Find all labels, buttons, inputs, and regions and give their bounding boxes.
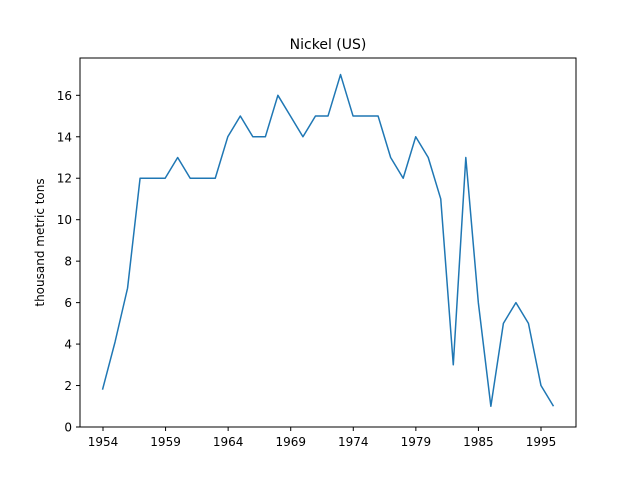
x-tick-label: 1985 (463, 435, 494, 449)
y-axis: 0 2 4 6 8 10 12 14 16 (57, 89, 80, 435)
x-tick-label: 1969 (275, 435, 306, 449)
y-tick-label: 2 (64, 379, 72, 393)
x-tick-label: 1954 (88, 435, 119, 449)
y-tick-label: 10 (57, 213, 72, 227)
x-tick-label: 1974 (338, 435, 369, 449)
y-axis-label: thousand metric tons (33, 178, 47, 306)
x-tick-label: 1995 (526, 435, 557, 449)
y-tick-label: 0 (64, 421, 72, 435)
plot-frame (79, 57, 577, 428)
x-tick-label: 1959 (150, 435, 181, 449)
chart-title: Nickel (US) (290, 37, 367, 53)
series-line (101, 73, 555, 408)
y-tick-label: 4 (64, 338, 72, 352)
y-tick-label: 14 (57, 130, 72, 144)
y-tick-label: 8 (64, 255, 72, 269)
y-tick-label: 6 (64, 296, 72, 310)
x-axis: 1954 1959 1964 1969 1974 1979 1985 1995 (88, 427, 557, 449)
x-tick-label: 1979 (401, 435, 432, 449)
x-tick-label: 1964 (213, 435, 244, 449)
y-tick-label: 16 (57, 89, 72, 103)
y-tick-label: 12 (57, 172, 72, 186)
